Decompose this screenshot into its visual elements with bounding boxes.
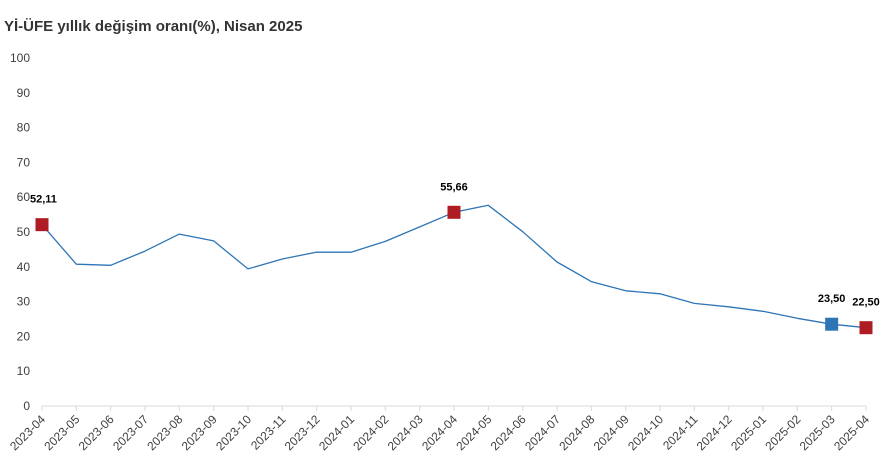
x-tick-label: 2023-08 (144, 412, 185, 453)
y-tick-label: 60 (17, 190, 31, 204)
x-tick-label: 2024-10 (625, 412, 666, 453)
y-tick-label: 80 (17, 121, 31, 135)
x-tick-label: 2024-04 (419, 412, 460, 453)
x-tick-label: 2023-07 (110, 412, 151, 453)
highlight-marker (35, 218, 49, 232)
x-tick-label: 2024-08 (556, 412, 597, 453)
y-tick-label: 20 (17, 329, 31, 343)
x-tick-label: 2025-02 (762, 412, 803, 453)
x-tick-label: 2023-09 (179, 412, 220, 453)
x-tick-label: 2023-05 (41, 412, 82, 453)
x-tick-label: 2025-04 (831, 412, 872, 453)
x-tick-label: 2025-01 (728, 412, 769, 453)
y-tick-label: 70 (17, 155, 31, 169)
x-tick-label: 2024-03 (385, 412, 426, 453)
highlight-marker (859, 321, 873, 335)
x-tick-label: 2023-11 (248, 412, 289, 453)
x-tick-label: 2024-02 (350, 412, 391, 453)
y-tick-label: 0 (23, 399, 30, 413)
x-tick-label: 2025-03 (797, 412, 838, 453)
x-tick-label: 2024-06 (488, 412, 529, 453)
series-line (41, 204, 867, 329)
data-label: 55,66 (440, 181, 468, 193)
x-tick-label: 2023-12 (282, 412, 323, 453)
y-tick-label: 50 (17, 225, 31, 239)
highlight-marker (825, 317, 839, 331)
x-tick-label: 2024-12 (694, 412, 735, 453)
x-tick-label: 2024-11 (660, 412, 701, 453)
y-tick-label: 40 (17, 260, 31, 274)
y-tick-label: 30 (17, 295, 31, 309)
y-tick-label: 90 (17, 86, 31, 100)
data-label: 52,11 (30, 194, 57, 206)
highlight-marker (447, 205, 461, 219)
x-tick-label: 2024-05 (453, 412, 494, 453)
chart-title: Yİ-ÜFE yıllık değişim oranı(%), Nisan 20… (4, 18, 303, 35)
x-tick-label: 2023-10 (213, 412, 254, 453)
data-label: 23,50 (818, 293, 846, 305)
y-tick-label: 100 (10, 51, 30, 65)
y-tick-label: 10 (17, 364, 31, 378)
data-label: 22,50 (852, 297, 880, 309)
x-tick-label: 2023-04 (7, 412, 48, 453)
x-tick-label: 2023-06 (76, 412, 117, 453)
x-tick-label: 2024-01 (316, 412, 357, 453)
x-tick-label: 2024-07 (522, 412, 563, 453)
x-tick-label: 2024-09 (591, 412, 632, 453)
